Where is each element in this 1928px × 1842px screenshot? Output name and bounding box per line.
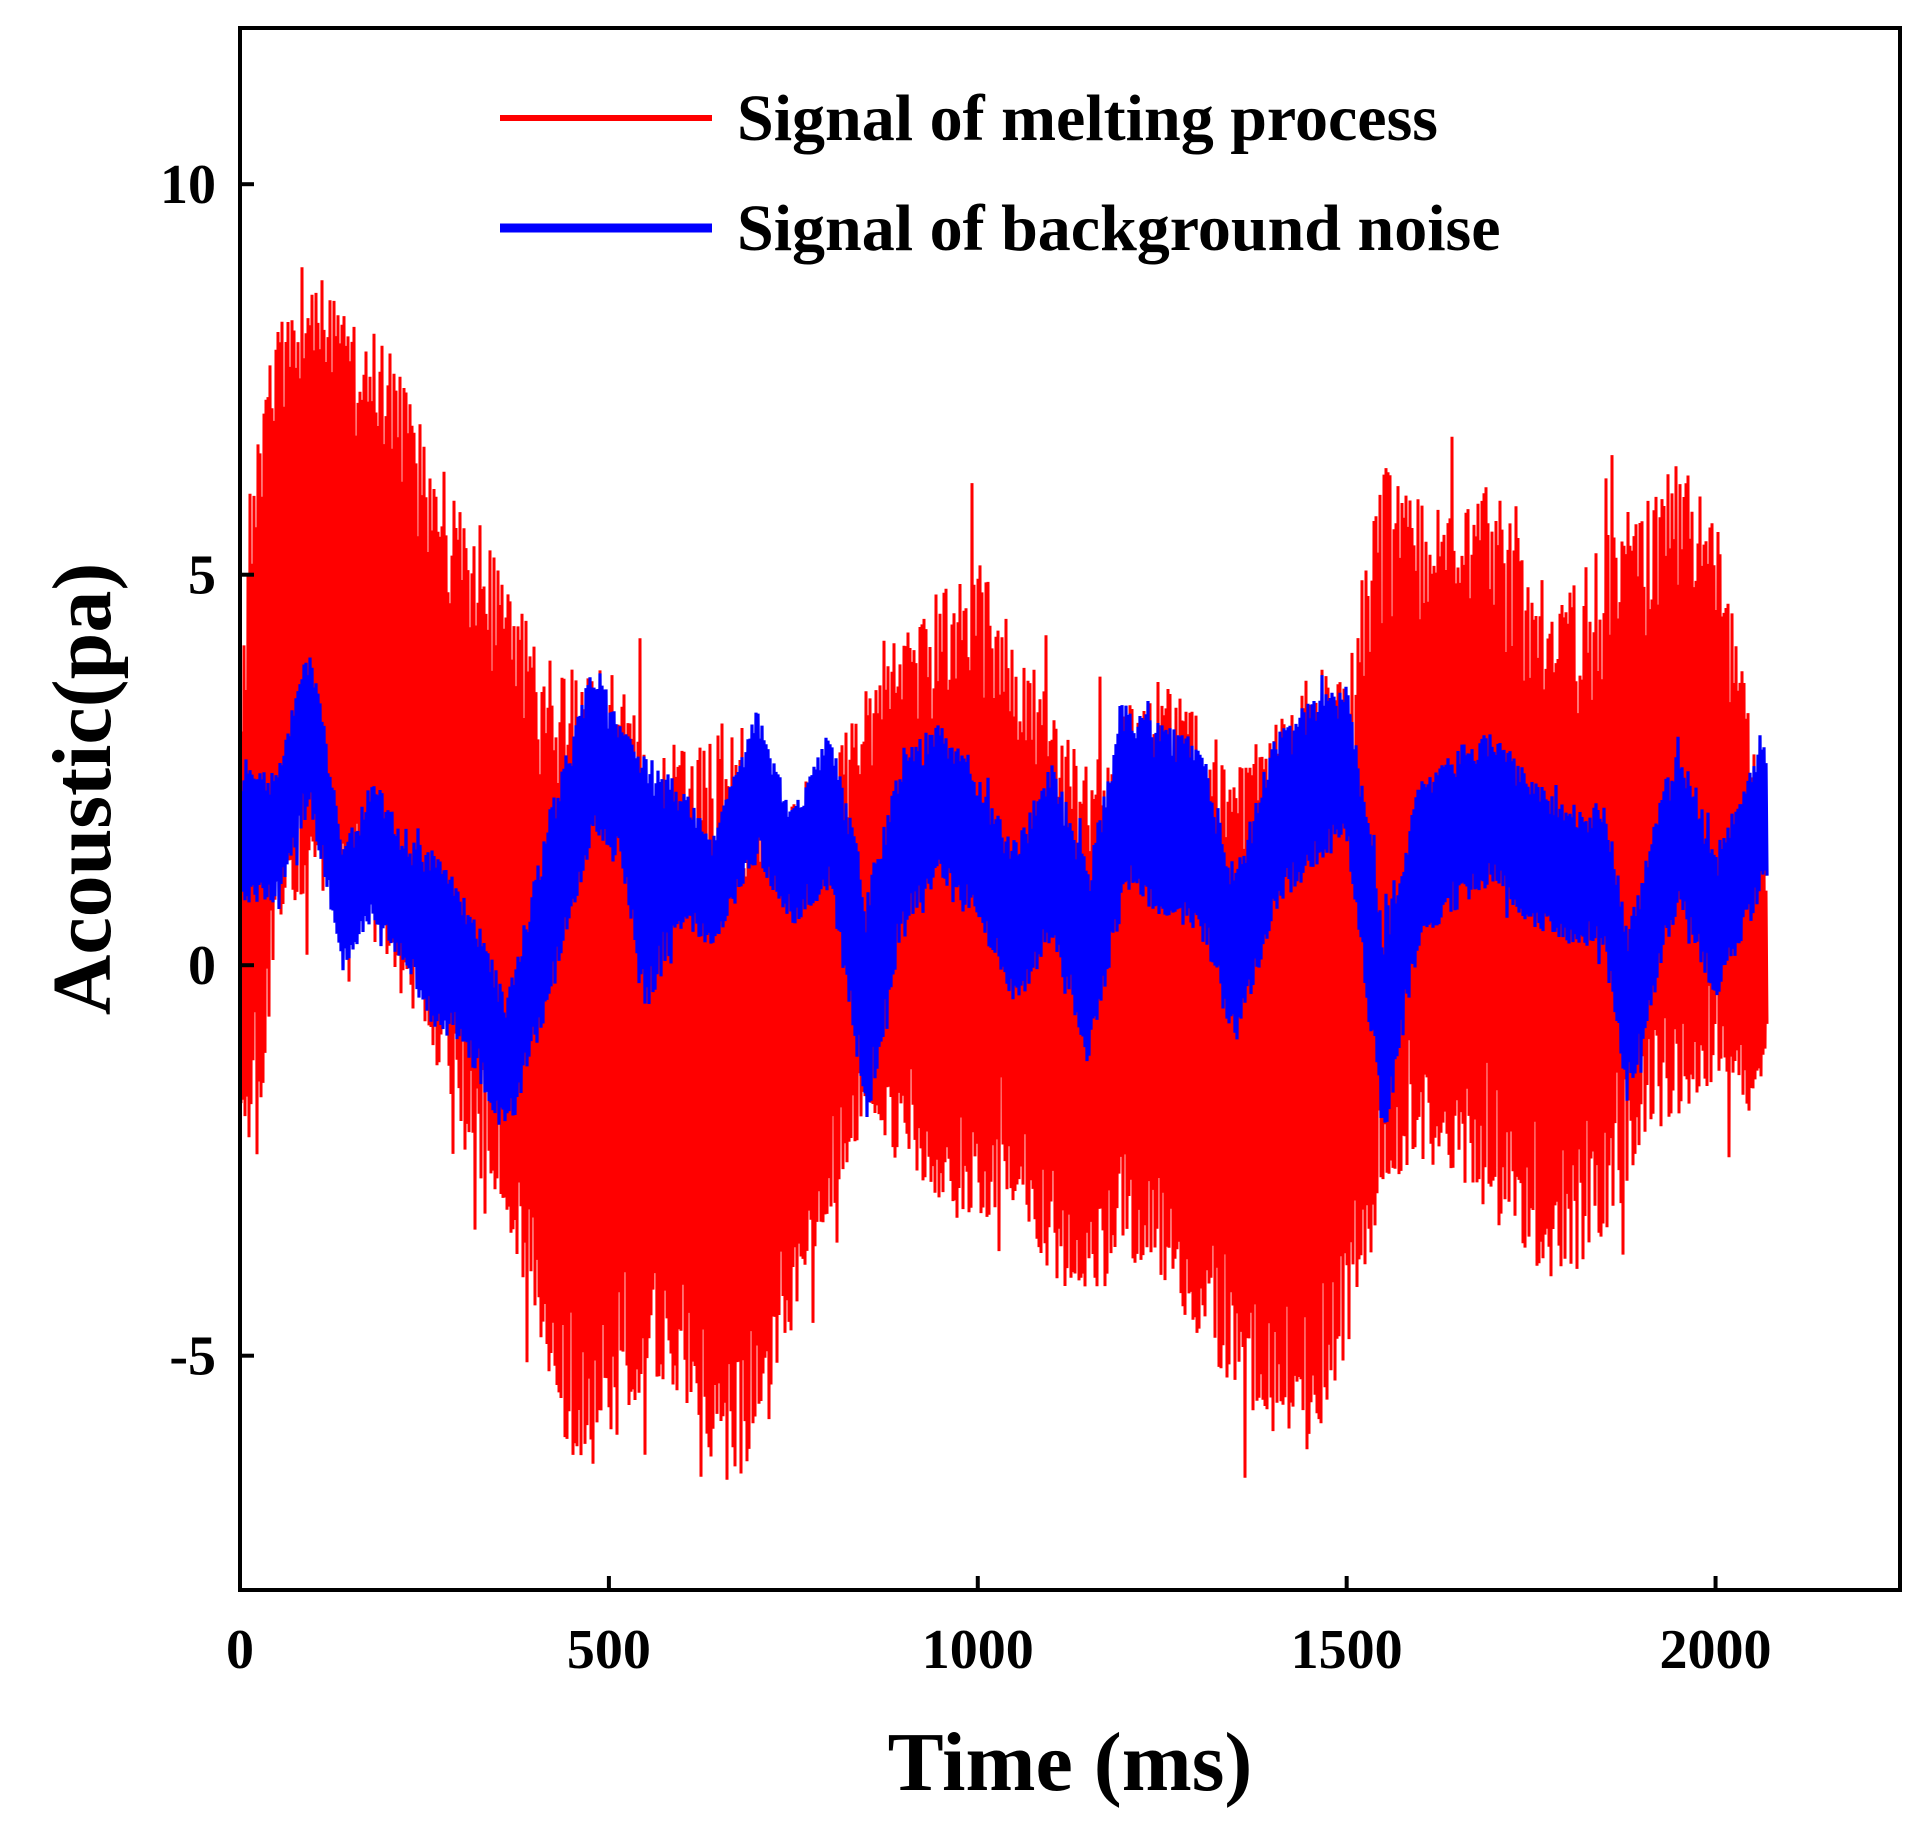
x-axis-title: Time (ms): [888, 1716, 1253, 1809]
series-layer: [240, 267, 1769, 1480]
ticks-layer: 0 500 1000 1500 2000 -5 0 5 10: [160, 154, 1772, 1681]
x-tick-label: 1500: [1291, 1619, 1403, 1681]
y-tick-label: 5: [188, 545, 216, 607]
x-tick-label: 500: [567, 1619, 651, 1681]
legend: Signal of melting process Signal of backg…: [500, 82, 1501, 265]
plot-frame: [238, 26, 1902, 1592]
x-tick-label: 0: [226, 1619, 254, 1681]
y-tick-label: 0: [188, 935, 216, 997]
x-tick-label: 1000: [922, 1619, 1034, 1681]
x-tick-label: 2000: [1660, 1619, 1772, 1681]
series-line-background-noise: [240, 657, 1769, 1125]
y-axis-title: Acoustic(pa): [36, 563, 129, 1016]
legend-label-background-noise: Signal of background noise: [737, 192, 1501, 265]
y-tick-label: 10: [160, 154, 216, 216]
y-tick-label: -5: [169, 1326, 216, 1388]
legend-label-melting-process: Signal of melting process: [737, 82, 1438, 155]
